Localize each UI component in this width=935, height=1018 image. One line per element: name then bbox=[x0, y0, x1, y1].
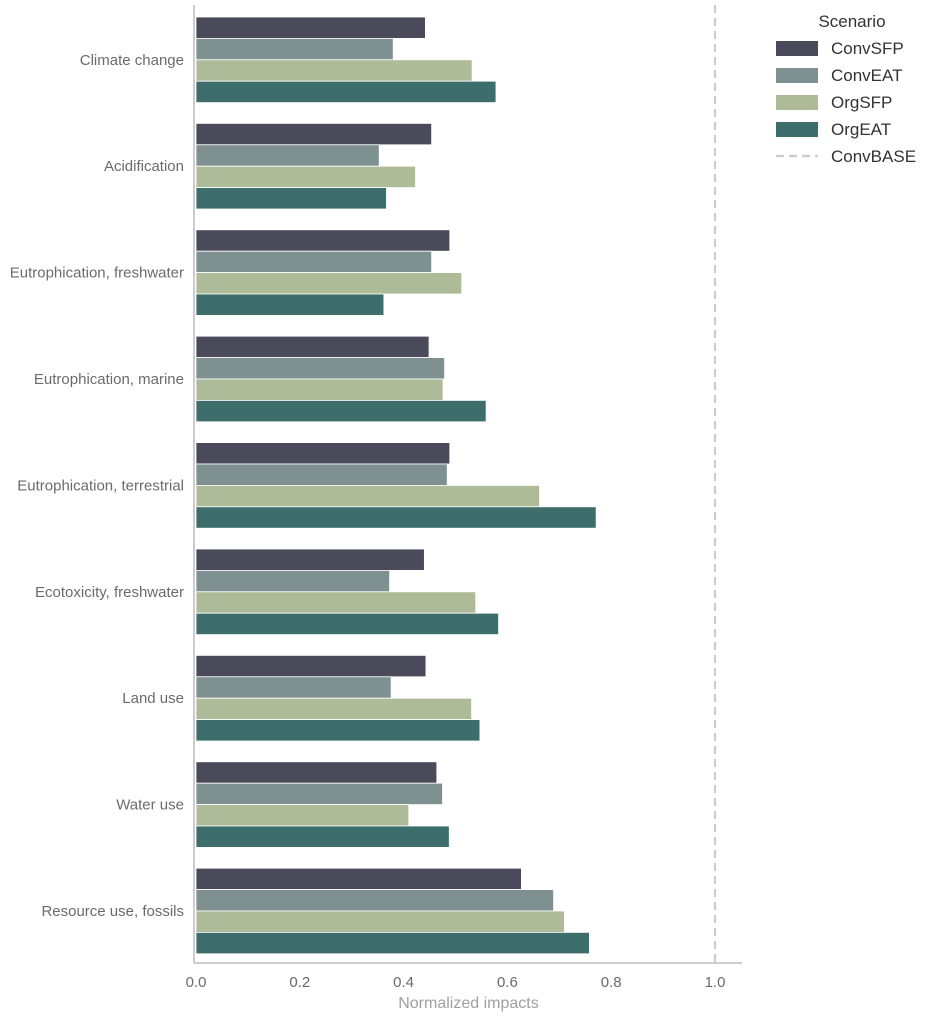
legend-label-convsfp: ConvSFP bbox=[831, 39, 904, 58]
bar-conveat-3 bbox=[195, 250, 433, 273]
bar-convsfp-9 bbox=[195, 867, 522, 891]
legend-swatch-orgsfp bbox=[776, 95, 818, 110]
category-label: Ecotoxicity, freshwater bbox=[35, 584, 184, 601]
bars-group bbox=[195, 16, 597, 955]
x-tick-label: 0.6 bbox=[497, 974, 518, 991]
bar-conveat-9 bbox=[195, 889, 554, 912]
bar-conveat-4 bbox=[195, 357, 446, 380]
category-label: Acidification bbox=[104, 158, 184, 175]
category-label: Eutrophication, marine bbox=[34, 371, 184, 388]
legend-swatch-orgeat bbox=[776, 122, 818, 137]
x-tick-label: 1.0 bbox=[705, 974, 726, 991]
legend-swatch-convsfp bbox=[776, 41, 818, 56]
bar-orgeat-5 bbox=[195, 506, 597, 529]
legend-swatch-conveat bbox=[776, 68, 818, 83]
bar-orgeat-4 bbox=[195, 399, 487, 423]
bar-conveat-5 bbox=[195, 463, 448, 486]
x-tick-label: 0.8 bbox=[601, 974, 622, 991]
bar-conveat-1 bbox=[195, 38, 394, 61]
legend-label-orgsfp: OrgSFP bbox=[831, 93, 892, 112]
bar-convsfp-6 bbox=[195, 548, 425, 571]
legend-label-orgeat: OrgEAT bbox=[831, 120, 891, 139]
bar-convsfp-7 bbox=[195, 655, 427, 678]
category-label: Eutrophication, terrestrial bbox=[17, 477, 184, 494]
legend-label-conveat: ConvEAT bbox=[831, 66, 903, 85]
legend: Scenario ConvSFP ConvEAT OrgSFP OrgEAT ConvBA… bbox=[776, 12, 916, 166]
bar-orgsfp-7 bbox=[195, 697, 472, 721]
bar-orgsfp-1 bbox=[195, 59, 473, 82]
x-tick-label: 0.4 bbox=[393, 974, 414, 991]
bar-convsfp-3 bbox=[195, 229, 451, 252]
bar-orgsfp-8 bbox=[195, 804, 410, 827]
bar-orgsfp-2 bbox=[195, 165, 416, 188]
axes-group bbox=[193, 5, 742, 964]
category-labels-group: Climate change Acidification Eutrophicatio… bbox=[10, 52, 184, 920]
bar-convsfp-1 bbox=[195, 16, 426, 39]
x-tick-label: 0.0 bbox=[186, 974, 207, 991]
bar-convsfp-2 bbox=[195, 123, 433, 146]
bar-convsfp-4 bbox=[195, 335, 430, 359]
bar-orgsfp-5 bbox=[195, 484, 540, 508]
legend-label-convbase: ConvBASE bbox=[831, 147, 916, 166]
bar-orgeat-3 bbox=[195, 293, 385, 316]
bar-orgeat-6 bbox=[195, 612, 499, 636]
bar-orgeat-8 bbox=[195, 825, 450, 848]
x-ticks-group: 0.0 0.2 0.4 0.6 0.8 1.0 bbox=[186, 974, 726, 991]
category-label: Water use bbox=[116, 797, 184, 814]
bar-orgeat-7 bbox=[195, 719, 481, 742]
bar-orgeat-1 bbox=[195, 80, 497, 103]
bar-orgsfp-6 bbox=[195, 591, 477, 614]
bar-orgsfp-3 bbox=[195, 272, 463, 295]
x-axis-title: Normalized impacts bbox=[398, 995, 538, 1012]
bar-conveat-8 bbox=[195, 782, 443, 806]
bar-orgsfp-9 bbox=[195, 910, 565, 933]
bar-conveat-6 bbox=[195, 570, 390, 593]
bar-orgeat-9 bbox=[195, 932, 590, 955]
legend-title: Scenario bbox=[818, 12, 885, 31]
bar-convsfp-5 bbox=[195, 442, 451, 465]
bar-conveat-2 bbox=[195, 144, 380, 167]
bar-convsfp-8 bbox=[195, 761, 438, 784]
x-tick-label: 0.2 bbox=[289, 974, 310, 991]
bar-orgeat-2 bbox=[195, 187, 387, 210]
category-label: Land use bbox=[122, 690, 184, 707]
category-label: Climate change bbox=[80, 52, 184, 69]
category-label: Eutrophication, freshwater bbox=[10, 265, 184, 282]
bar-conveat-7 bbox=[195, 676, 392, 699]
category-label: Resource use, fossils bbox=[41, 903, 184, 920]
bar-orgsfp-4 bbox=[195, 378, 444, 401]
